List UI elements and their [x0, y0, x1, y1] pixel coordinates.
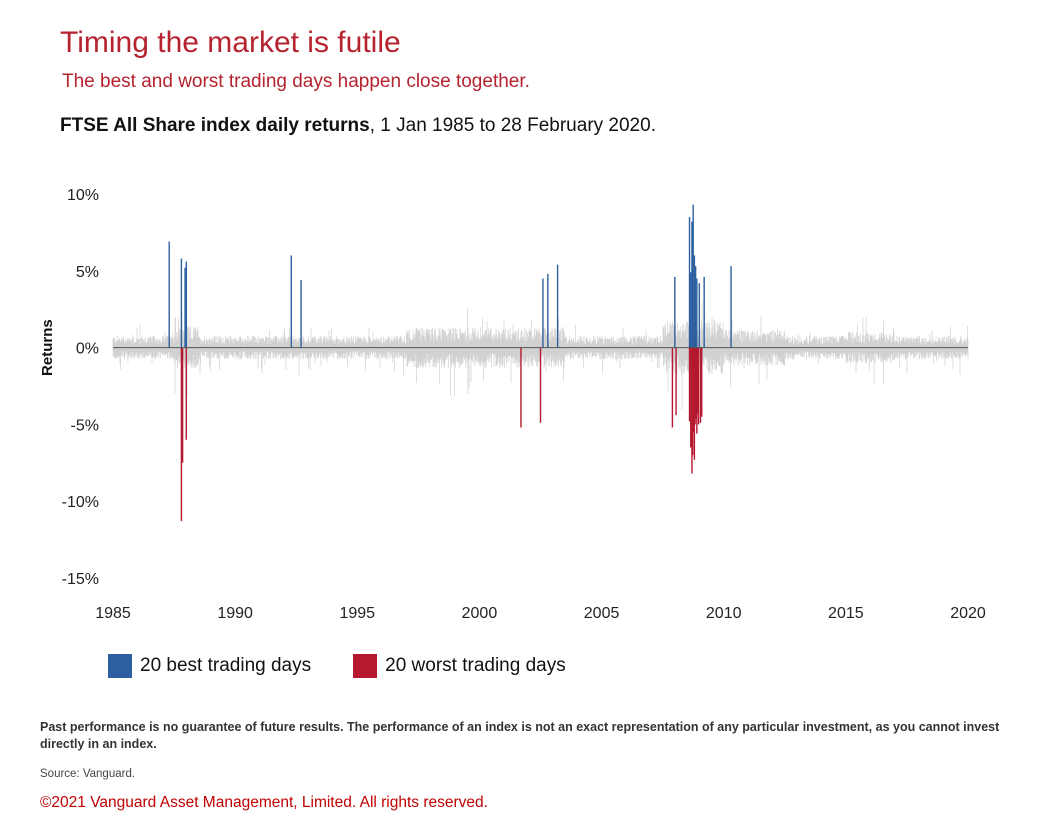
y-tick-label: -10% — [62, 494, 99, 511]
chart-heading: FTSE All Share index daily returns, 1 Ja… — [60, 115, 656, 137]
y-tick-label: 5% — [76, 264, 99, 281]
disclaimer-text: Past performance is no guarantee of futu… — [40, 720, 1000, 751]
chart-heading-bold: FTSE All Share index daily returns — [60, 115, 370, 136]
y-tick-label: 0% — [76, 341, 99, 358]
legend-label-best: 20 best trading days — [140, 655, 312, 676]
page-subtitle: The best and worst trading days happen c… — [62, 71, 530, 92]
y-tick-label: 10% — [67, 187, 99, 204]
legend-item-worst: 20 worst trading days — [353, 654, 566, 678]
x-tick-label: 2005 — [584, 605, 620, 622]
chart-heading-rest: , 1 Jan 1985 to 28 February 2020. — [369, 115, 656, 136]
returns-chart: 10% 5% 0% -5% -10% -15% 1985 1990 1995 2000 2005 2… — [39, 187, 986, 622]
x-tick-label: 1990 — [217, 605, 253, 622]
x-axis-ticks: 1985 1990 1995 2000 2005 2010 2015 2020 — [95, 605, 986, 622]
x-tick-label: 2000 — [462, 605, 498, 622]
copyright-notice: ©2021 Vanguard Asset Management, Limited… — [40, 794, 488, 811]
x-tick-label: 1985 — [95, 605, 131, 622]
y-axis-label: Returns — [39, 319, 56, 376]
y-tick-label: -5% — [71, 417, 99, 434]
x-tick-label: 2020 — [950, 605, 986, 622]
x-tick-label: 2015 — [828, 605, 864, 622]
source-note: Source: Vanguard. — [40, 768, 136, 780]
legend-swatch-worst — [353, 654, 378, 678]
best-days-series — [168, 204, 732, 348]
legend-label-worst: 20 worst trading days — [385, 655, 566, 676]
legend-swatch-best — [108, 654, 132, 678]
y-tick-label: -15% — [62, 571, 99, 588]
chart-legend: 20 best trading days 20 worst trading da… — [108, 654, 608, 678]
x-tick-label: 1995 — [339, 605, 375, 622]
y-axis-ticks: 10% 5% 0% -5% -10% -15% — [62, 187, 99, 588]
legend-item-best: 20 best trading days — [108, 654, 311, 678]
x-tick-label: 2010 — [706, 605, 742, 622]
page-title: Timing the market is futile — [60, 26, 401, 59]
worst-days-series — [180, 347, 703, 522]
